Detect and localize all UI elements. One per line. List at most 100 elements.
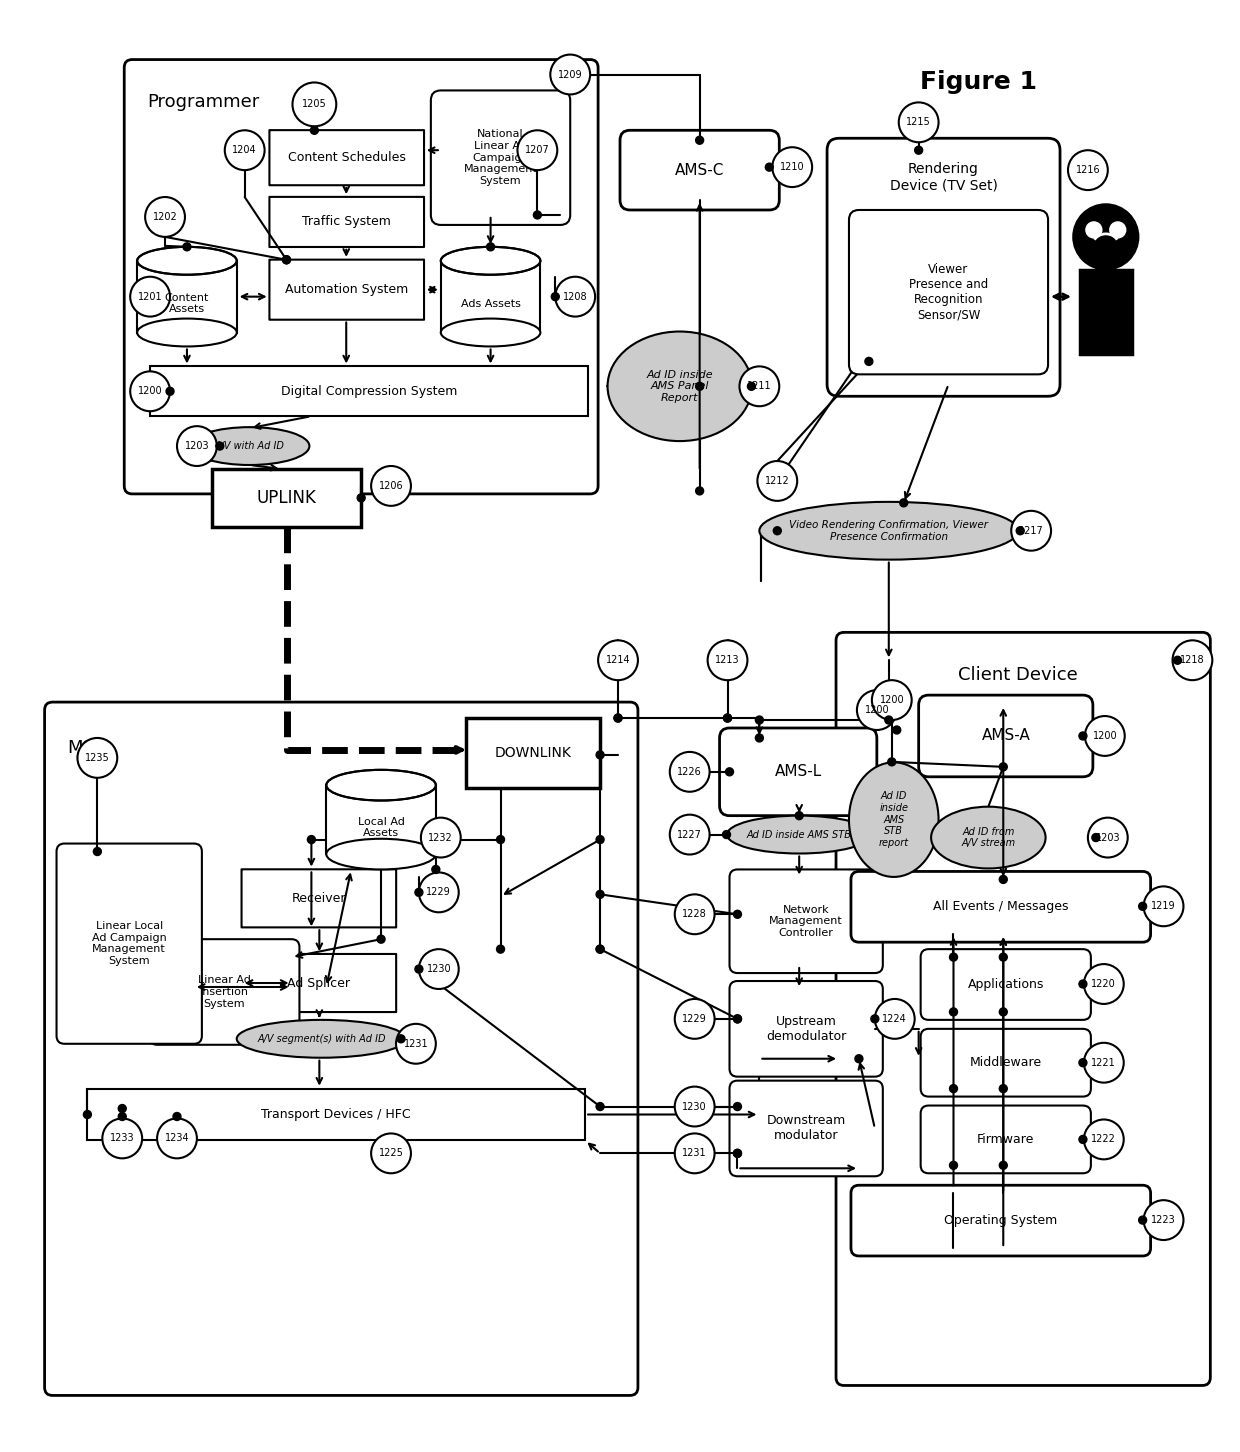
Circle shape — [675, 1134, 714, 1173]
Text: Ad ID
inside
AMS
STB
report: Ad ID inside AMS STB report — [879, 791, 909, 848]
Text: Content
Assets: Content Assets — [165, 293, 210, 315]
Text: 1200: 1200 — [879, 696, 904, 706]
Circle shape — [999, 1085, 1007, 1092]
Circle shape — [371, 466, 410, 505]
Text: 1208: 1208 — [563, 292, 588, 302]
Circle shape — [734, 1015, 742, 1022]
Circle shape — [1079, 732, 1087, 741]
Text: 1228: 1228 — [682, 909, 707, 919]
Circle shape — [1079, 1135, 1087, 1143]
Circle shape — [419, 873, 459, 912]
Circle shape — [517, 131, 557, 170]
Text: 1206: 1206 — [378, 481, 403, 491]
Text: 1226: 1226 — [677, 767, 702, 777]
Circle shape — [596, 751, 604, 759]
Ellipse shape — [759, 502, 1018, 559]
Circle shape — [734, 1102, 742, 1111]
Circle shape — [1085, 716, 1125, 756]
Bar — [87, 1089, 585, 1140]
Circle shape — [950, 1085, 957, 1092]
FancyBboxPatch shape — [920, 1105, 1091, 1173]
Ellipse shape — [326, 839, 435, 870]
Text: 1207: 1207 — [525, 145, 549, 155]
Circle shape — [696, 136, 703, 144]
Text: Transport Devices / HFC: Transport Devices / HFC — [262, 1108, 412, 1121]
FancyBboxPatch shape — [836, 633, 1210, 1385]
Circle shape — [77, 738, 118, 778]
Text: A/V segment(s) with Ad ID: A/V segment(s) with Ad ID — [257, 1034, 386, 1044]
Text: 1229: 1229 — [427, 887, 451, 897]
Ellipse shape — [190, 427, 310, 465]
Text: 1202: 1202 — [153, 212, 177, 222]
Circle shape — [486, 242, 495, 251]
Text: Client Device: Client Device — [959, 666, 1078, 684]
Circle shape — [596, 945, 604, 953]
Text: 1203: 1203 — [185, 441, 210, 452]
Circle shape — [166, 388, 174, 395]
FancyBboxPatch shape — [242, 870, 396, 928]
Text: AMS-L: AMS-L — [775, 764, 822, 780]
Circle shape — [950, 1008, 957, 1016]
Text: Viewer
Presence and
Recognition
Sensor/SW: Viewer Presence and Recognition Sensor/S… — [909, 263, 988, 321]
Text: Ads Assets: Ads Assets — [460, 299, 521, 309]
FancyBboxPatch shape — [920, 950, 1091, 1019]
Circle shape — [184, 242, 191, 251]
Text: Video Rendering Confirmation, Viewer
Presence Confirmation: Video Rendering Confirmation, Viewer Pre… — [790, 520, 988, 542]
Text: National
Linear Ad
Campaign
Management
System: National Linear Ad Campaign Management S… — [464, 129, 537, 186]
Text: AMS-C: AMS-C — [675, 163, 724, 177]
Text: Figure 1: Figure 1 — [920, 71, 1037, 94]
Circle shape — [872, 680, 911, 720]
Bar — [466, 719, 600, 788]
Text: 1219: 1219 — [1151, 902, 1176, 912]
Circle shape — [1084, 964, 1123, 1003]
Text: 1214: 1214 — [605, 655, 630, 665]
Text: 1229: 1229 — [682, 1013, 707, 1024]
Circle shape — [174, 1112, 181, 1121]
Circle shape — [725, 768, 734, 775]
Circle shape — [1086, 222, 1102, 238]
Circle shape — [496, 945, 505, 953]
Text: Local Ad
Assets: Local Ad Assets — [357, 816, 404, 838]
FancyBboxPatch shape — [430, 90, 570, 225]
Circle shape — [496, 835, 505, 844]
Circle shape — [854, 1054, 863, 1063]
Circle shape — [1068, 150, 1107, 190]
Circle shape — [1017, 527, 1024, 534]
Circle shape — [103, 1118, 143, 1159]
Circle shape — [1110, 222, 1126, 238]
Circle shape — [755, 716, 764, 725]
Bar — [326, 786, 435, 854]
Circle shape — [723, 831, 730, 839]
Circle shape — [596, 890, 604, 899]
Circle shape — [177, 425, 217, 466]
Text: All Events / Messages: All Events / Messages — [932, 900, 1069, 913]
Text: Ad Splicer: Ad Splicer — [288, 977, 351, 989]
Text: Network
Management
Controller: Network Management Controller — [769, 905, 843, 938]
Circle shape — [415, 966, 423, 973]
Circle shape — [556, 277, 595, 317]
Text: 1230: 1230 — [682, 1102, 707, 1112]
Ellipse shape — [326, 770, 435, 800]
Circle shape — [999, 876, 1007, 883]
Bar — [150, 366, 588, 417]
Circle shape — [598, 640, 637, 680]
Text: DOWNLINK: DOWNLINK — [495, 746, 572, 759]
Text: 1216: 1216 — [1075, 166, 1100, 176]
FancyBboxPatch shape — [269, 260, 424, 319]
FancyBboxPatch shape — [729, 1080, 883, 1176]
Text: AMS-A: AMS-A — [981, 729, 1030, 743]
Circle shape — [216, 441, 223, 450]
Circle shape — [224, 131, 264, 170]
Circle shape — [758, 462, 797, 501]
Text: 1221: 1221 — [1091, 1057, 1116, 1067]
Circle shape — [551, 55, 590, 94]
Circle shape — [1173, 656, 1182, 664]
Circle shape — [118, 1112, 126, 1121]
Circle shape — [748, 382, 755, 391]
Circle shape — [93, 848, 102, 855]
Bar — [212, 469, 361, 527]
Circle shape — [734, 910, 742, 918]
Ellipse shape — [237, 1019, 405, 1057]
FancyBboxPatch shape — [57, 844, 202, 1044]
Circle shape — [696, 382, 703, 391]
